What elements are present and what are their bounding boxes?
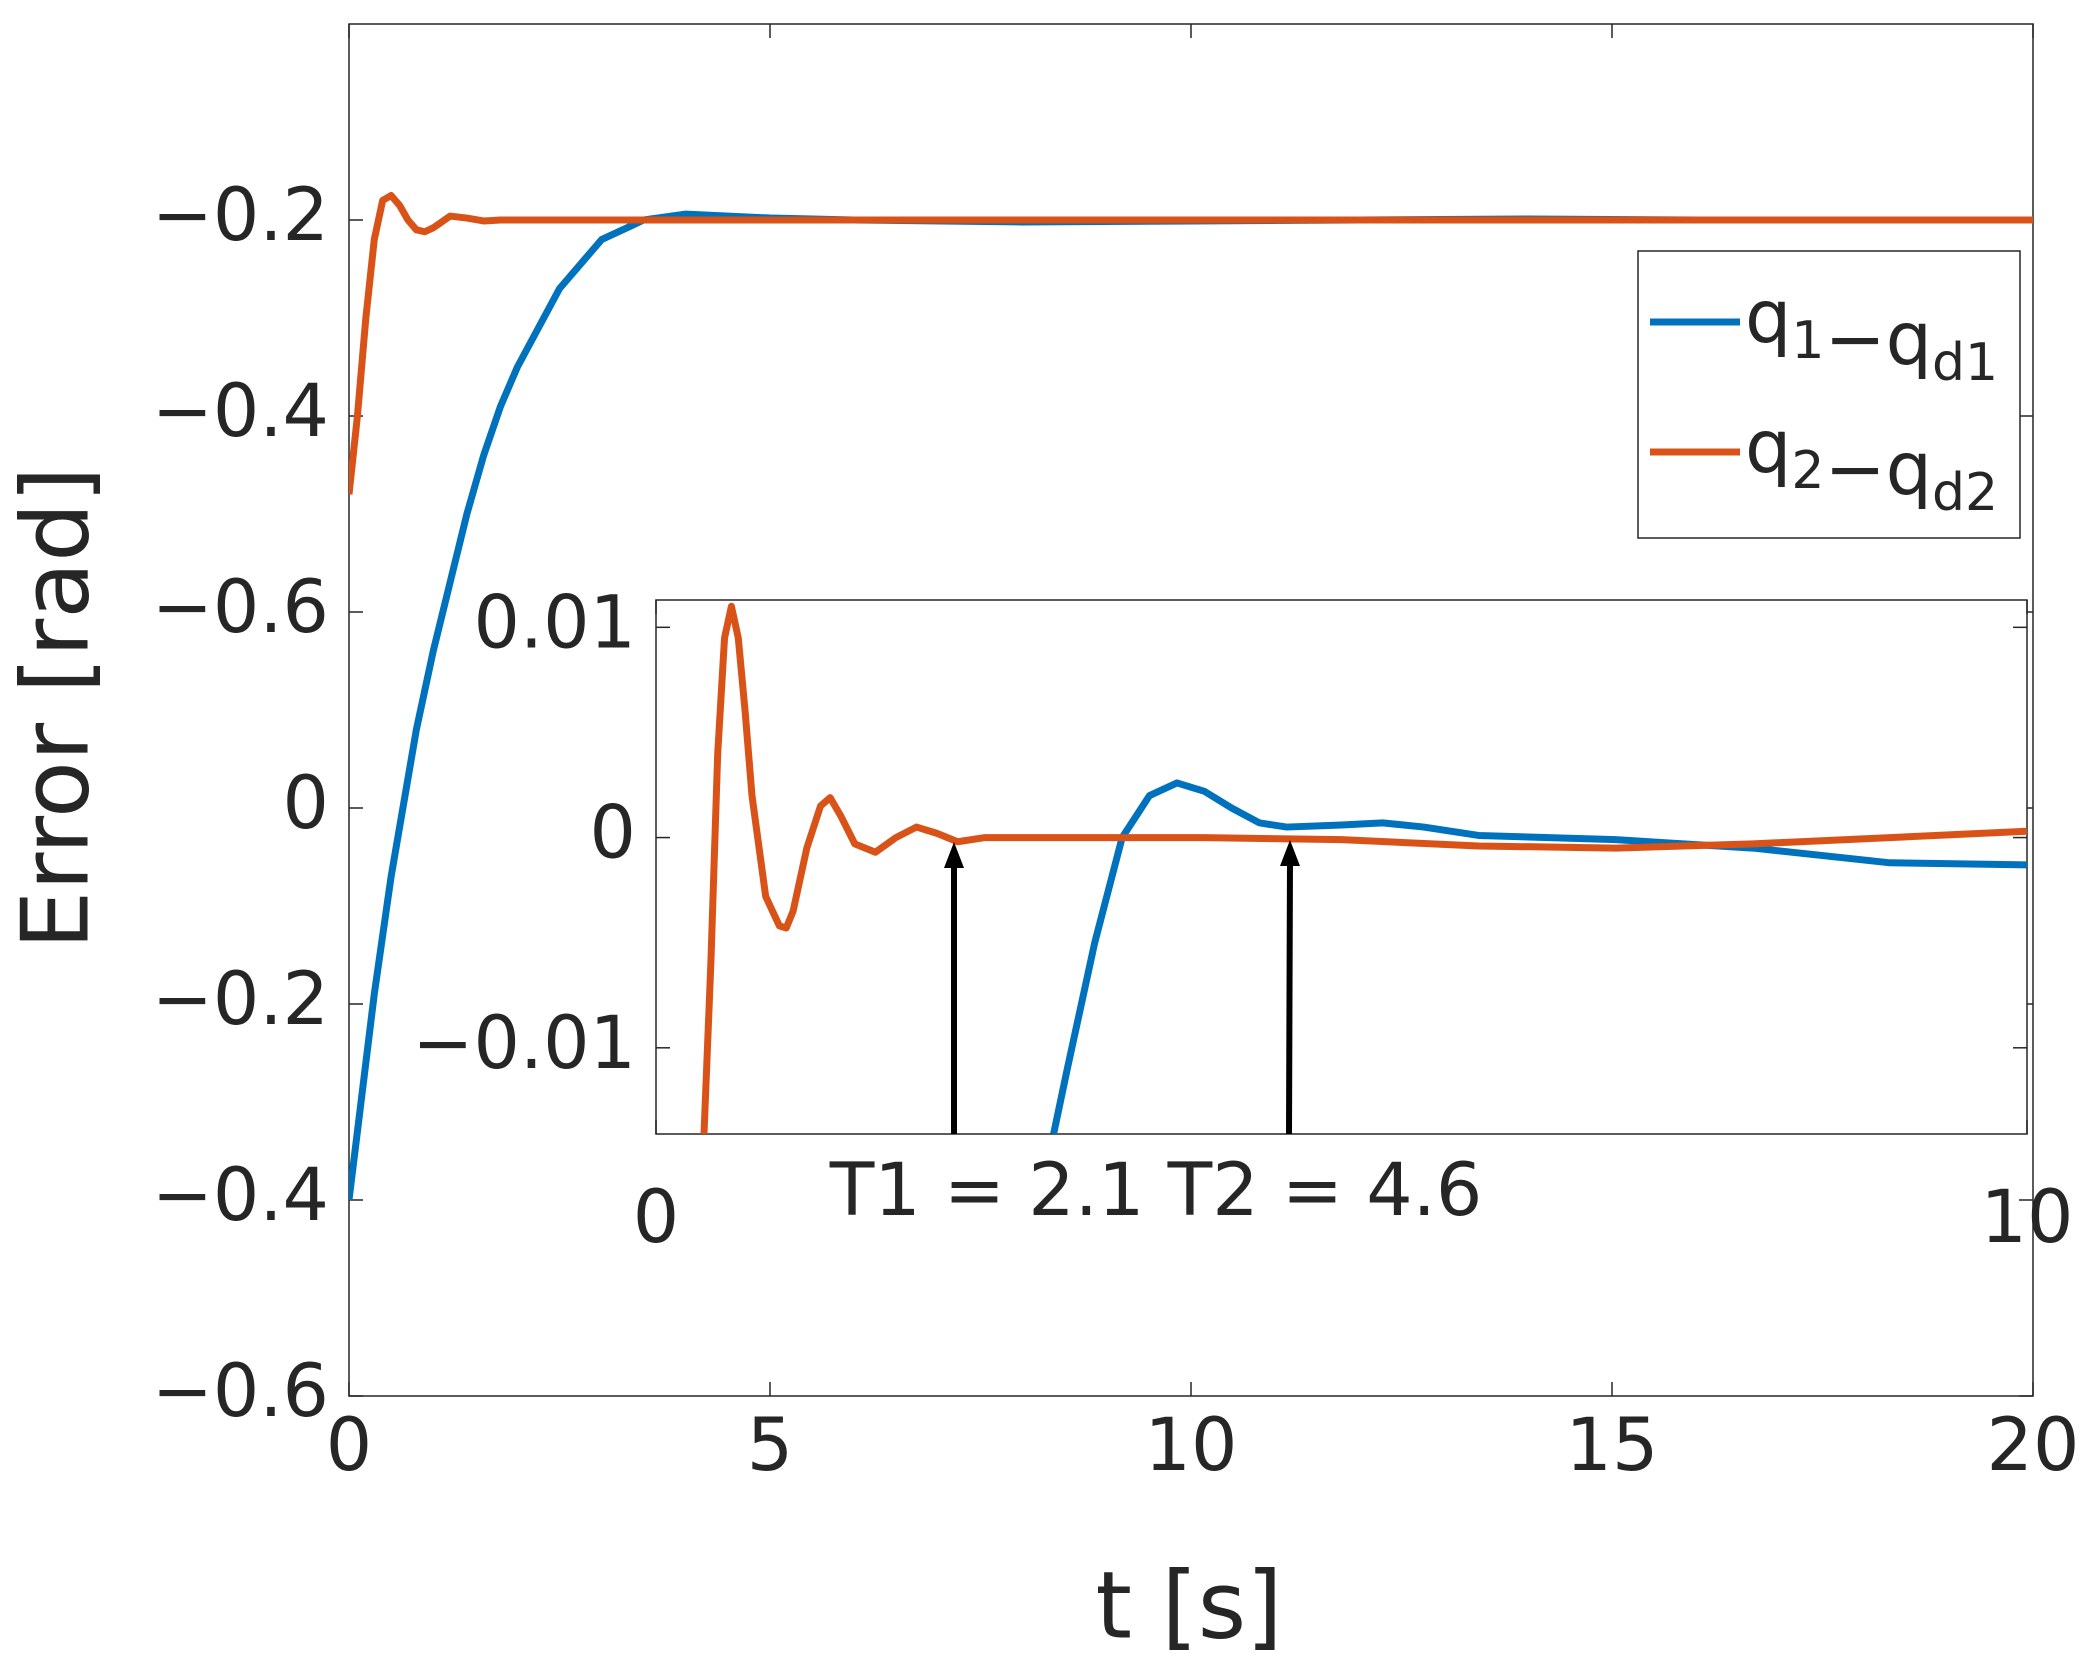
y-tick-label: −0.6: [152, 1349, 329, 1434]
series-line: [349, 192, 2033, 495]
arrow-t2: [1286, 857, 1293, 1135]
y-tick-label: 0: [590, 791, 636, 876]
legend-box: [1637, 250, 2021, 539]
x-tick-label: 10: [1145, 1403, 1238, 1488]
y-tick-label: 0: [283, 761, 329, 846]
arrows: [944, 840, 1300, 1135]
annotation: T1 = 2.1 T2 = 4.6: [829, 1148, 1483, 1233]
arrow-head: [944, 842, 964, 868]
series-group: [349, 192, 2033, 1201]
series-line: [700, 602, 2027, 1134]
y-tick-label: −0.6: [152, 565, 329, 650]
legend-label: q1−qd1: [1745, 275, 1998, 393]
y-tick-label: −0.4: [152, 1153, 329, 1238]
y-tick-label: −0.2: [152, 173, 329, 258]
series-line: [1050, 779, 2027, 1134]
y-axis-label: Error [rad]: [1, 466, 109, 949]
y-tick-label: −0.01: [412, 1001, 636, 1086]
x-tick-label: 10: [1981, 1175, 2074, 1260]
x-tick-label: 5: [747, 1403, 793, 1488]
x-tick-label: 0: [633, 1175, 679, 1260]
y-tick-label: −0.2: [152, 957, 329, 1042]
arrow-head: [1280, 840, 1300, 866]
inset-plot: 0 10 −0.01 0 0.01: [412, 580, 2073, 1260]
series-group: [700, 602, 2027, 1134]
y-tick-label: −0.4: [152, 369, 329, 454]
legend: q1−qd1 q2−qd2: [1637, 250, 2021, 539]
x-tick-label: 20: [1987, 1403, 2080, 1488]
main-plot: 0 5 10 15 20−0.6−0.4−0.20−0.6−0.4−0.2: [152, 24, 2080, 1488]
x-tick-label: 15: [1566, 1403, 1659, 1488]
x-tick-label: 0: [326, 1403, 372, 1488]
y-tick-label: 0.01: [473, 580, 636, 665]
inset-axes: [655, 599, 2028, 1135]
legend-label: q2−qd2: [1745, 405, 1998, 523]
x-axis-label: t [s]: [1095, 1551, 1282, 1659]
